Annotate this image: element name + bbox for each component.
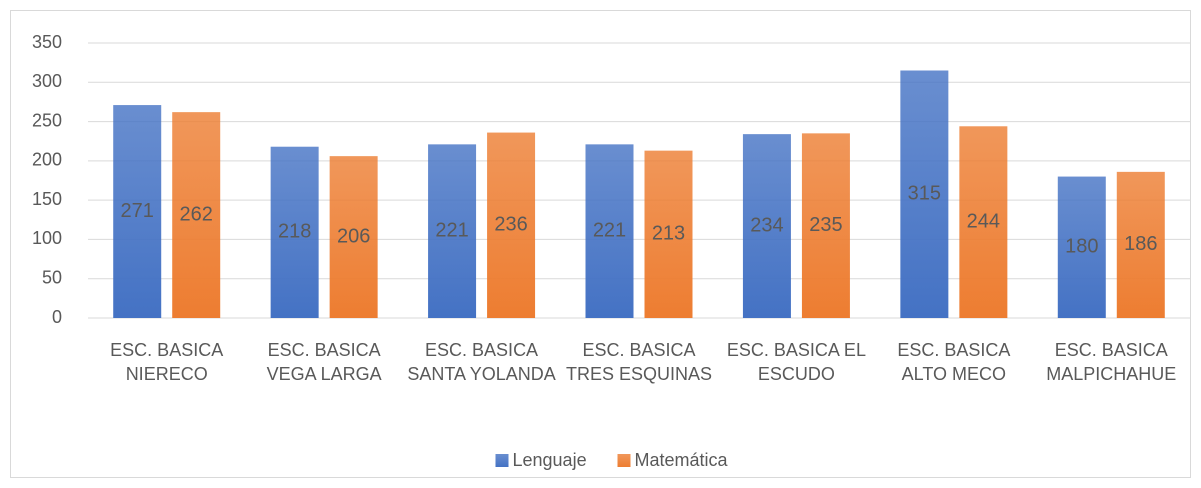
x-tick-label: ESC. BASICA NIERECO bbox=[110, 340, 224, 384]
bar bbox=[801, 133, 850, 318]
data-label: 221 bbox=[593, 219, 626, 241]
x-tick-label: ESC. BASICA TRES ESQUINAS bbox=[565, 340, 713, 384]
legend-swatch bbox=[617, 454, 631, 467]
data-label: 213 bbox=[652, 223, 685, 245]
bar bbox=[113, 105, 162, 318]
bar bbox=[1116, 171, 1165, 318]
y-tick-label: 100 bbox=[32, 228, 62, 248]
x-tick-label: ESC. BASICA ALTO MECO bbox=[897, 340, 1011, 384]
y-tick-label: 200 bbox=[32, 150, 62, 170]
data-label: 186 bbox=[1124, 233, 1157, 255]
x-tick-label: ESC. BASICA SANTA YOLANDA bbox=[407, 340, 556, 384]
data-label: 221 bbox=[435, 219, 468, 241]
data-label: 234 bbox=[750, 214, 783, 236]
y-tick-label: 250 bbox=[32, 110, 62, 130]
bar bbox=[172, 112, 221, 319]
y-tick-label: 300 bbox=[32, 71, 62, 91]
bar bbox=[270, 146, 319, 318]
bar bbox=[959, 126, 1008, 319]
data-label: 262 bbox=[180, 203, 213, 225]
bar bbox=[329, 156, 378, 318]
legend-swatch bbox=[495, 454, 509, 467]
data-label: 244 bbox=[967, 210, 1000, 232]
data-label: 315 bbox=[908, 183, 941, 205]
bar bbox=[585, 144, 634, 318]
y-tick-label: 350 bbox=[32, 32, 62, 52]
legend-label: Lenguaje bbox=[513, 450, 587, 470]
data-label: 180 bbox=[1065, 236, 1098, 258]
y-tick-label: 50 bbox=[42, 267, 62, 287]
x-tick-label: ESC. BASICA MALPICHAHUE bbox=[1046, 340, 1177, 384]
legend-label: Matemática bbox=[635, 450, 729, 470]
x-tick-label: ESC. BASICA EL ESCUDO bbox=[726, 340, 866, 384]
x-tick-label: ESC. BASICA VEGA LARGA bbox=[266, 340, 382, 384]
bar bbox=[742, 134, 791, 318]
data-label: 206 bbox=[337, 225, 370, 247]
data-label: 236 bbox=[494, 214, 527, 236]
bar bbox=[900, 70, 949, 318]
data-label: 271 bbox=[121, 200, 154, 222]
data-label: 235 bbox=[809, 214, 842, 236]
y-tick-label: 150 bbox=[32, 189, 62, 209]
bar bbox=[428, 144, 477, 318]
y-tick-label: 0 bbox=[52, 307, 62, 327]
bar bbox=[487, 132, 536, 318]
bar bbox=[644, 150, 693, 318]
data-label: 218 bbox=[278, 221, 311, 243]
bar bbox=[1057, 176, 1106, 318]
